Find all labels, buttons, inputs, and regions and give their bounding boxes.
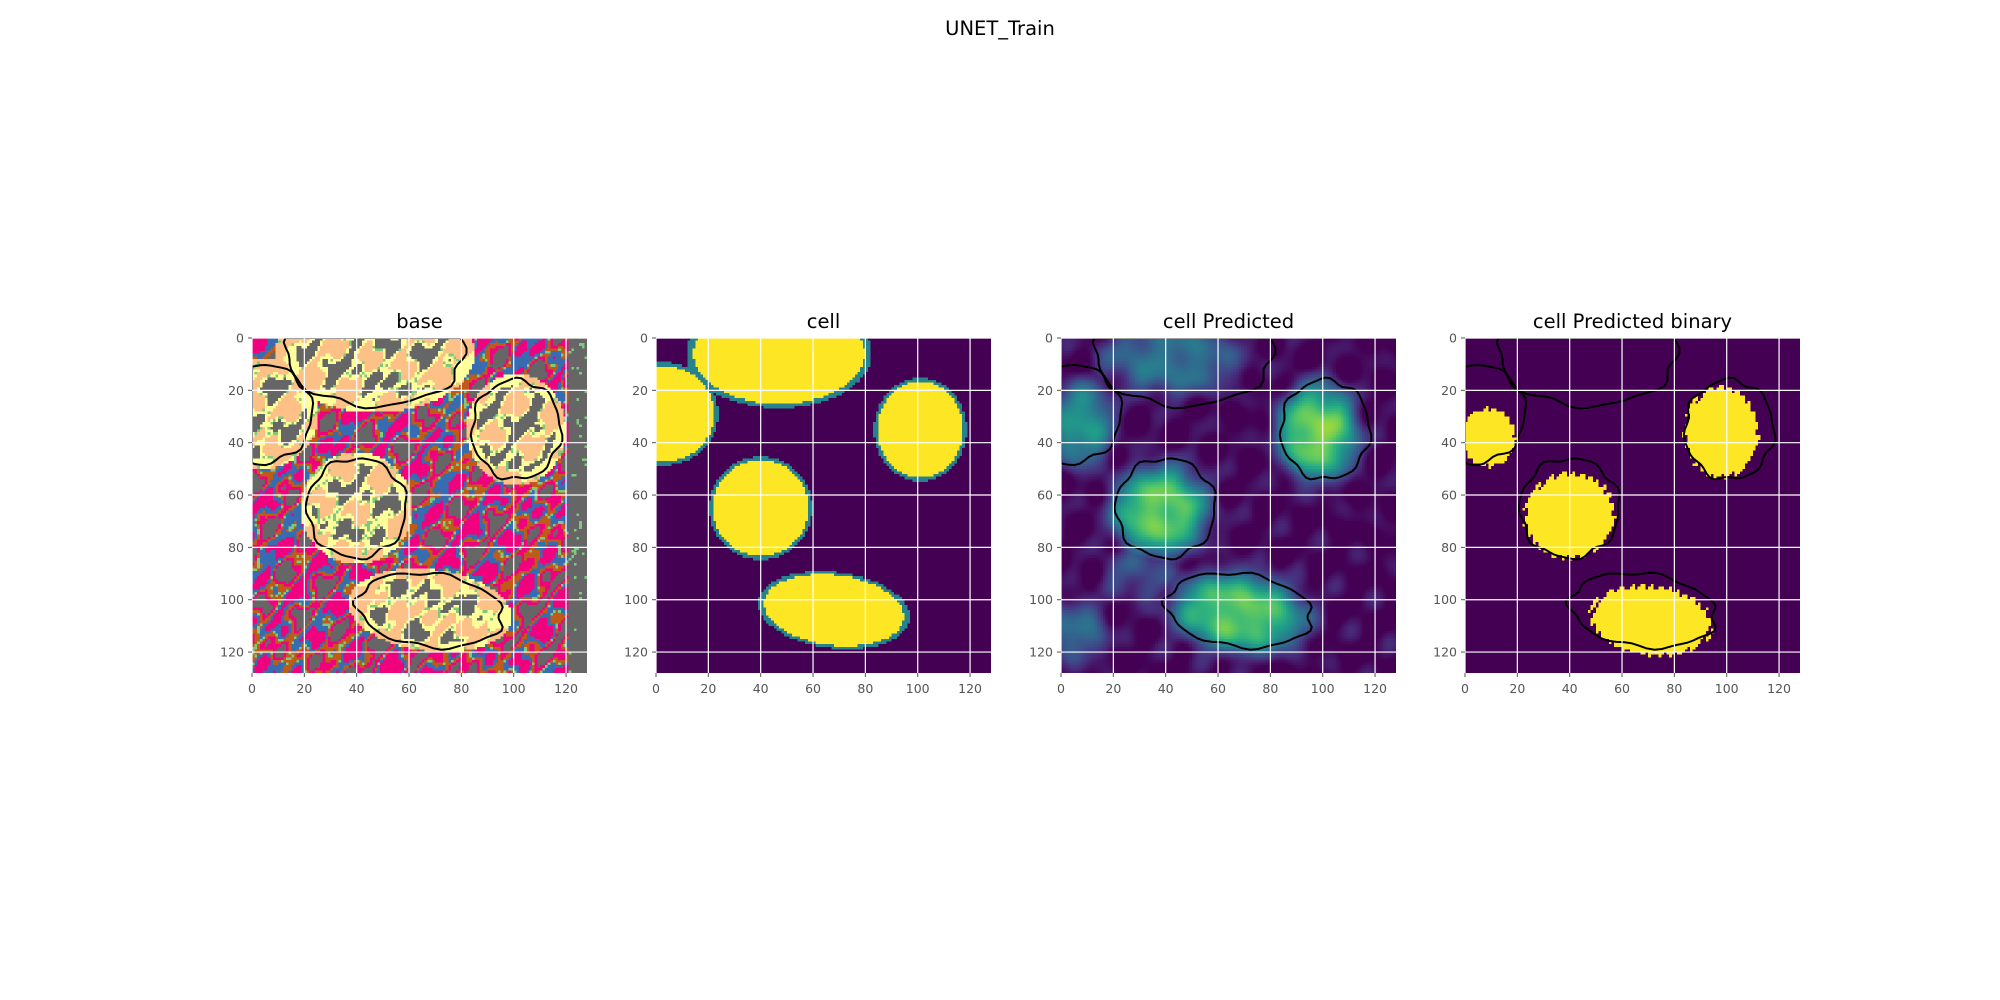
y-tick-label: 0 — [236, 331, 244, 346]
cell-contour — [1061, 363, 1124, 467]
x-tick-label: 60 — [1614, 681, 1630, 696]
cell-contour — [1113, 457, 1217, 561]
panel-title: cell Predicted binary — [1533, 310, 1732, 333]
y-tick-label: 100 — [220, 592, 244, 607]
cell-contour — [1465, 363, 1528, 467]
y-tick-label: 20 — [632, 383, 648, 398]
x-tick-label: 100 — [1715, 681, 1739, 696]
heatmap-image — [656, 338, 991, 673]
y-tick-label: 0 — [1449, 331, 1457, 346]
cell-contour — [1682, 376, 1777, 481]
y-tick-label: 100 — [624, 592, 648, 607]
panel-title: cell Predicted — [1163, 310, 1294, 333]
contour-group — [1465, 338, 1777, 651]
x-tick-label: 0 — [652, 681, 660, 696]
y-tick-label: 40 — [1037, 435, 1053, 450]
x-tick-label: 40 — [1562, 681, 1578, 696]
panel-3: cell Predicted 0 20 40 60 80 100 120 0 20 40 60 80 10… — [1029, 310, 1396, 696]
cell-contour — [469, 376, 564, 481]
y-tick-label: 100 — [1029, 592, 1053, 607]
y-tick-label: 40 — [228, 435, 244, 450]
panel-4: cell Predicted binary 0 20 40 60 80 100 120 0 20 4… — [1433, 310, 1800, 696]
panels: base 0 20 40 60 80 100 120 0 20 40 60 80 100 120 cell 0 2… — [220, 310, 1800, 696]
x-tick-label: 40 — [1158, 681, 1174, 696]
y-tick-label: 60 — [1037, 488, 1053, 503]
y-tick-label: 60 — [1441, 488, 1457, 503]
x-tick-label: 80 — [1262, 681, 1278, 696]
panel-title: base — [396, 310, 442, 333]
x-tick-label: 60 — [805, 681, 821, 696]
y-tick-label: 120 — [1029, 645, 1053, 660]
panel-1: base 0 20 40 60 80 100 120 0 20 40 60 80 100 120 — [220, 310, 587, 696]
x-tick-label: 20 — [700, 681, 716, 696]
y-tick-label: 40 — [632, 435, 648, 450]
y-tick-label: 20 — [1441, 383, 1457, 398]
y-tick-label: 80 — [632, 540, 648, 555]
y-tick-label: 120 — [624, 645, 648, 660]
panel-title: cell — [807, 310, 841, 333]
y-tick-label: 0 — [640, 331, 648, 346]
cell-contour — [1278, 376, 1373, 481]
cell-contour — [282, 338, 468, 410]
y-tick-label: 60 — [632, 488, 648, 503]
figure-suptitle: UNET_Train — [945, 17, 1055, 40]
x-tick-label: 120 — [554, 681, 578, 696]
y-tick-label: 60 — [228, 488, 244, 503]
x-tick-label: 0 — [1057, 681, 1065, 696]
cell-contour — [1517, 457, 1621, 561]
x-tick-label: 100 — [906, 681, 930, 696]
y-tick-label: 40 — [1441, 435, 1457, 450]
x-tick-label: 120 — [1767, 681, 1791, 696]
x-tick-label: 100 — [1311, 681, 1335, 696]
x-tick-label: 60 — [1210, 681, 1226, 696]
x-tick-label: 0 — [248, 681, 256, 696]
x-tick-label: 80 — [453, 681, 469, 696]
y-tick-label: 80 — [228, 540, 244, 555]
x-tick-label: 60 — [401, 681, 417, 696]
x-tick-label: 120 — [958, 681, 982, 696]
y-tick-label: 120 — [1433, 645, 1457, 660]
panel-2: cell 0 20 40 60 80 100 120 0 20 40 60 80 100 120 — [624, 310, 991, 696]
y-tick-label: 80 — [1441, 540, 1457, 555]
x-tick-label: 80 — [857, 681, 873, 696]
cell-contour — [252, 363, 315, 467]
y-tick-label: 20 — [1037, 383, 1053, 398]
y-tick-label: 120 — [220, 645, 244, 660]
x-tick-label: 40 — [349, 681, 365, 696]
x-tick-label: 0 — [1461, 681, 1469, 696]
x-tick-label: 20 — [1105, 681, 1121, 696]
cell-contour — [1091, 338, 1277, 410]
x-tick-label: 20 — [296, 681, 312, 696]
x-tick-label: 80 — [1666, 681, 1682, 696]
x-tick-label: 120 — [1363, 681, 1387, 696]
y-tick-label: 0 — [1045, 331, 1053, 346]
cell-contour — [304, 457, 408, 561]
cell-contour — [1495, 338, 1681, 410]
x-tick-label: 40 — [753, 681, 769, 696]
y-tick-label: 100 — [1433, 592, 1457, 607]
y-tick-label: 20 — [228, 383, 244, 398]
x-tick-label: 20 — [1509, 681, 1525, 696]
x-tick-label: 100 — [502, 681, 526, 696]
y-tick-label: 80 — [1037, 540, 1053, 555]
